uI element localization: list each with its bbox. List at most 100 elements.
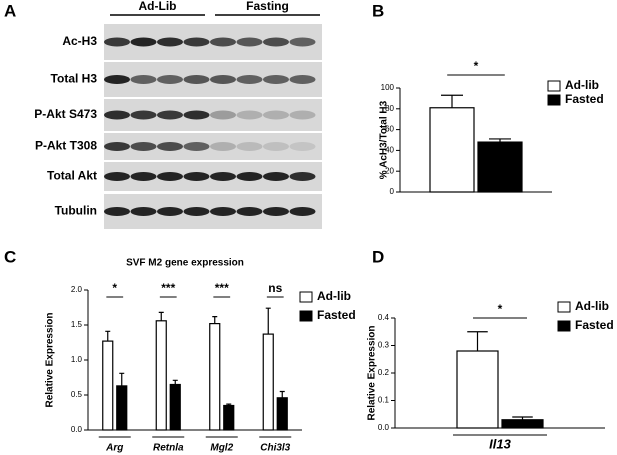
y-axis-label: Relative Expression <box>367 325 378 420</box>
y-tick-label: 1.5 <box>71 320 83 329</box>
bar <box>262 333 274 431</box>
panel-label: B <box>372 1 384 20</box>
row-label: Tubulin <box>55 204 97 218</box>
band <box>289 110 316 120</box>
panel-label: C <box>4 247 16 266</box>
band <box>104 172 130 181</box>
legend-label: Fasted <box>575 318 614 332</box>
band <box>130 37 157 47</box>
error-bar <box>158 311 164 321</box>
error-bar <box>265 307 271 335</box>
y-tick-label: 0.0 <box>378 423 390 432</box>
row-label: P-Akt S473 <box>34 107 97 121</box>
y-tick-label: 100 <box>381 83 395 92</box>
error-bar <box>212 316 218 324</box>
band <box>130 142 157 151</box>
band <box>104 75 130 84</box>
bar <box>102 340 114 431</box>
band <box>263 75 289 84</box>
band <box>157 75 183 84</box>
y-tick-label: 40 <box>385 146 394 155</box>
bar <box>169 383 181 431</box>
group-label: Ad-Lib <box>139 0 177 13</box>
band <box>104 37 130 47</box>
legend-label: Ad-lib <box>565 78 599 92</box>
legend-label: Ad-lib <box>575 299 609 313</box>
error-bar <box>467 331 488 351</box>
band <box>210 37 236 47</box>
bar <box>155 320 167 431</box>
y-tick-label: 0.2 <box>378 368 390 377</box>
band <box>236 142 263 151</box>
band <box>130 75 157 84</box>
row-label: P-Akt T308 <box>35 139 97 153</box>
band <box>210 207 236 216</box>
band <box>289 172 316 181</box>
band <box>104 207 130 216</box>
legend-swatch <box>557 301 571 313</box>
band <box>157 142 183 151</box>
band <box>236 37 263 47</box>
band <box>157 110 183 120</box>
error-bar <box>172 379 178 385</box>
band <box>183 110 210 120</box>
bar <box>501 419 544 429</box>
chart-title: SVF M2 gene expression <box>126 258 244 269</box>
significance: *** <box>161 281 175 295</box>
panel-label: D <box>372 247 384 266</box>
error-bar <box>512 416 533 420</box>
legend-swatch <box>547 80 561 92</box>
error-bar <box>119 372 125 386</box>
x-tick-label: Chi3l3 <box>260 443 290 454</box>
legend-label: Fasted <box>565 92 604 106</box>
legend-swatch <box>299 291 313 303</box>
band <box>289 207 316 216</box>
bar <box>276 397 288 431</box>
band <box>236 207 263 216</box>
significance: * <box>112 281 117 295</box>
band <box>130 207 157 216</box>
y-tick-label: 0.3 <box>378 341 390 350</box>
legend-label: Ad-lib <box>317 289 351 303</box>
y-tick-label: 0.4 <box>378 313 390 322</box>
row-label: Total H3 <box>51 72 98 86</box>
band <box>210 75 236 84</box>
y-axis-label: % AcH3/Total H3 <box>379 100 390 179</box>
significance: *** <box>215 281 229 295</box>
x-tick-label: Retnla <box>153 443 184 454</box>
y-tick-label: 80 <box>385 104 394 113</box>
significance: * <box>474 59 479 73</box>
error-bar <box>226 403 232 406</box>
row-label: Total Akt <box>47 169 97 183</box>
band <box>263 172 289 181</box>
band <box>183 75 210 84</box>
band <box>183 172 210 181</box>
band <box>210 142 236 151</box>
band <box>157 37 183 47</box>
band <box>210 172 236 181</box>
legend-swatch <box>557 320 571 332</box>
y-tick-label: 20 <box>385 166 394 175</box>
band <box>157 172 183 181</box>
band <box>289 37 316 47</box>
row-label: Ac-H3 <box>62 34 97 48</box>
x-tick-label: Arg <box>105 443 123 454</box>
band <box>263 110 289 120</box>
panel-label: A <box>4 1 16 20</box>
bar <box>209 323 221 431</box>
legend-label: Fasted <box>317 308 356 322</box>
y-tick-label: 0 <box>390 187 395 196</box>
error-bar <box>489 138 511 143</box>
band <box>289 75 316 84</box>
significance: * <box>498 302 503 316</box>
bar <box>477 141 523 193</box>
bar <box>116 385 128 431</box>
bar <box>429 107 475 193</box>
legend-swatch <box>547 94 561 106</box>
y-tick-label: 0.1 <box>378 396 390 405</box>
y-tick-label: 60 <box>385 125 394 134</box>
band <box>157 207 183 216</box>
x-tick-label: Il13 <box>489 436 511 451</box>
band <box>183 207 210 216</box>
